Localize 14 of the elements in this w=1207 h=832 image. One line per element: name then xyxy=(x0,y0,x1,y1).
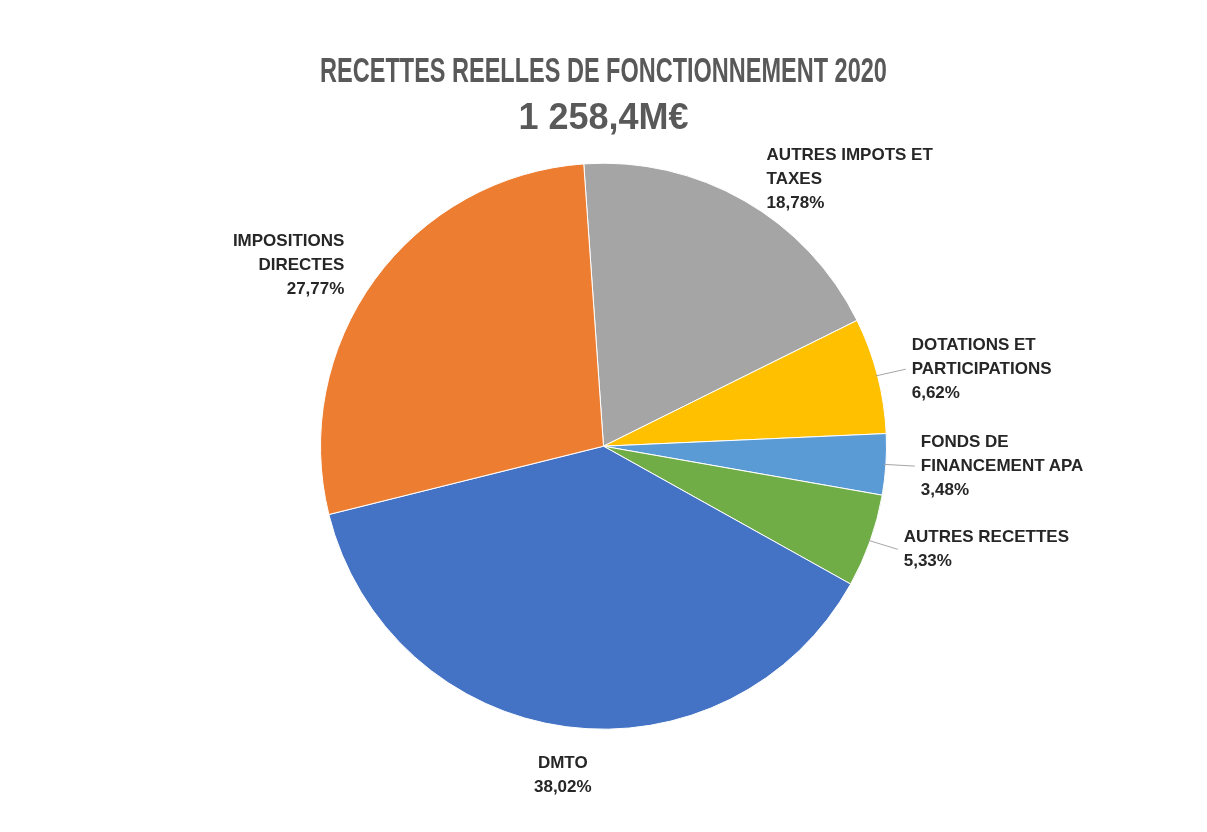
data-label: 38,02% xyxy=(533,777,592,797)
slice-label: AUTRES RECETTES xyxy=(903,527,1070,547)
data-label: 6,62% xyxy=(911,382,960,402)
data-label: 5,33% xyxy=(903,551,952,571)
data-label: 18,78% xyxy=(766,192,825,212)
data-label: 27,77% xyxy=(286,278,345,298)
chart-title: RECETTES REELLES DE FONCTIONNEMENT 2020 xyxy=(320,48,887,89)
slice-label: FONDS DE FINANCEMENT APA xyxy=(920,431,1084,475)
slice-label: DMTO xyxy=(537,753,588,773)
slice-label: DOTATIONS ET PARTICIPATIONS xyxy=(911,334,1052,378)
slice-label: AUTRES IMPOTS ET TAXES xyxy=(766,144,934,188)
slice-label: IMPOSITIONS DIRECTES xyxy=(232,230,345,274)
chart-subtitle: 1 258,4M€ xyxy=(518,95,689,137)
data-label: 3,48% xyxy=(920,479,970,499)
